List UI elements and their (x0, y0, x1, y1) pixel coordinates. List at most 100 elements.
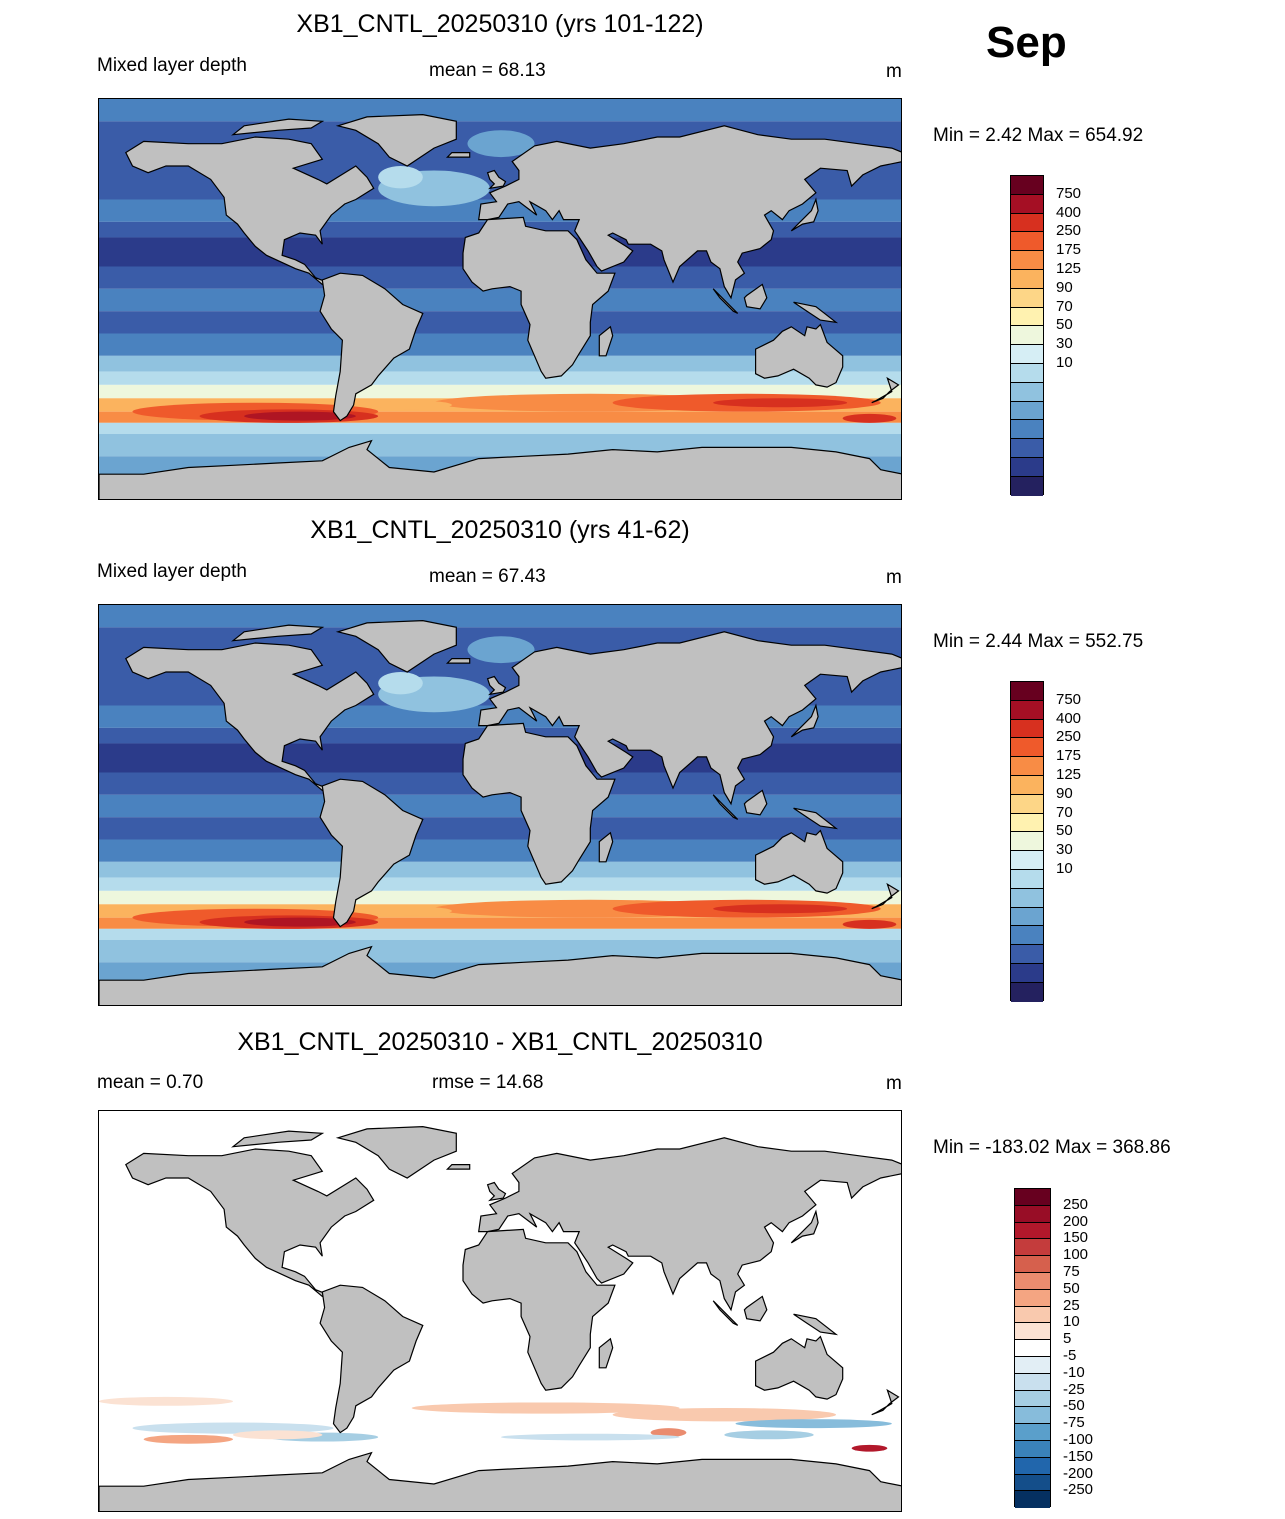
colorbar-tick-label: -100 (1063, 1431, 1094, 1448)
colorbar-swatch (1015, 1239, 1050, 1257)
land-antarctica (99, 945, 901, 1005)
ocean-field-band (99, 817, 901, 840)
colorbar-tick-label: -5 (1063, 1347, 1077, 1364)
ocean-field-band (99, 605, 901, 628)
colorbar-swatch (1011, 232, 1043, 252)
land-antarctica (99, 439, 901, 499)
colorbar-swatches (1010, 175, 1044, 496)
colorbar-swatch (1015, 1256, 1050, 1273)
variable-label: Mixed layer depth (97, 55, 247, 76)
colorbar-swatch (1011, 213, 1043, 233)
land-sumatra (712, 1300, 739, 1326)
land-eurasia (478, 125, 901, 300)
ocean-field-feature (713, 398, 848, 408)
colorbar-swatch (1015, 1491, 1050, 1509)
colorbar-swatches (1014, 1188, 1051, 1509)
colorbar-swatch (1015, 1306, 1050, 1324)
units-label: m (886, 567, 902, 588)
colorbar-tick-label: 90 (1056, 278, 1073, 296)
ocean-field-band (99, 411, 901, 423)
colorbar-tick-label: 750 (1056, 690, 1082, 708)
map-plot (98, 604, 902, 1006)
land-borneo (743, 789, 768, 816)
colorbar-swatch (1011, 982, 1043, 1002)
colorbar-swatch (1011, 439, 1043, 458)
colorbar-tick-label: 5 (1063, 1330, 1072, 1348)
land-japan (790, 197, 819, 232)
colorbar-tick-label: 30 (1056, 841, 1073, 859)
colorbar-swatch (1011, 401, 1043, 421)
colorbar-tick-label: 10 (1063, 1313, 1080, 1331)
ocean-field-feature (244, 411, 356, 421)
colorbar-swatch (1011, 738, 1043, 758)
colorbar-swatch (1011, 700, 1043, 720)
colorbar-tick-label: 250 (1056, 222, 1082, 240)
land-britain (486, 1181, 507, 1202)
ocean-field-feature (371, 906, 452, 916)
ocean-field-feature (244, 917, 356, 927)
land-eurasia (478, 1137, 901, 1312)
colorbar-tick-label: 70 (1056, 803, 1073, 821)
mean-label: mean = 0.70 (97, 1072, 204, 1093)
colorbar-swatch (1011, 251, 1043, 270)
ocean-field-band (99, 877, 901, 891)
colorbar-tick-label: -250 (1063, 1481, 1094, 1499)
ocean-field-band (99, 333, 901, 356)
colorbar-swatch (1011, 907, 1043, 927)
colorbar-tick-label: 10 (1056, 860, 1073, 877)
colorbar-tick-label: 125 (1056, 766, 1082, 783)
colorbar-swatch (1015, 1474, 1050, 1492)
colorbar-swatch (1015, 1373, 1050, 1391)
ocean-field-feature (143, 1434, 233, 1444)
land-antarctica (99, 1451, 901, 1511)
colorbar-tick-label: 200 (1063, 1212, 1089, 1230)
colorbar-tick-label: -75 (1063, 1414, 1085, 1432)
land-canadaArch (231, 624, 325, 642)
ocean-field-feature (724, 1430, 814, 1440)
colorbar-swatch (1015, 1222, 1050, 1240)
ocean-field-band (99, 928, 901, 940)
ocean-field-feature (842, 413, 897, 423)
land-northAmerica (125, 1148, 375, 1298)
land-newGuinea (793, 1313, 839, 1336)
colorbar-tick-label: 50 (1063, 1279, 1080, 1297)
colorbar-swatch (1011, 794, 1043, 814)
colorbar-tick-label: 175 (1056, 241, 1082, 259)
land-iceland (445, 152, 471, 158)
ocean-field-feature (378, 166, 423, 189)
land-australia (755, 829, 844, 894)
colorbar-swatch (1011, 307, 1043, 327)
land-borneo (743, 1295, 768, 1322)
colorbar-swatch (1011, 420, 1043, 440)
ocean-field-band (99, 99, 901, 122)
colorbar-swatch (1011, 832, 1043, 852)
colorbar-swatch (1011, 269, 1043, 289)
colorbar-tick-label: 75 (1063, 1263, 1080, 1280)
colorbar-swatch (1011, 813, 1043, 833)
map-plot (98, 98, 902, 500)
ocean-field-feature (411, 1402, 680, 1414)
land-northAmerica (125, 136, 375, 286)
land-australia (755, 323, 844, 388)
ocean-field-band (99, 355, 901, 372)
colorbar-tick-label: 100 (1063, 1246, 1089, 1264)
colorbar-swatch (1011, 963, 1043, 983)
colorbar-swatch (1011, 757, 1043, 776)
colorbar-tick-label: 400 (1056, 203, 1082, 221)
land-japan (790, 1209, 819, 1244)
min-max-label: Min = 2.44 Max = 552.75 (933, 631, 1144, 652)
land-newZealand (871, 1388, 900, 1416)
land-australia (755, 1335, 844, 1400)
land-newGuinea (793, 301, 839, 324)
ocean-field-band (99, 422, 901, 434)
min-max-label: Min = 2.42 Max = 654.92 (933, 125, 1144, 146)
colorbar-swatch (1011, 719, 1043, 739)
map-canvas (99, 605, 901, 1005)
colorbar-tick-label: -50 (1063, 1397, 1085, 1415)
colorbar-swatch (1011, 888, 1043, 908)
colorbar-swatch (1015, 1272, 1050, 1290)
min-max-label: Min = -183.02 Max = 368.86 (933, 1137, 1171, 1158)
land-britain (486, 169, 507, 190)
colorbar-tick-label: 400 (1056, 709, 1082, 727)
land-greenland (335, 1125, 457, 1179)
